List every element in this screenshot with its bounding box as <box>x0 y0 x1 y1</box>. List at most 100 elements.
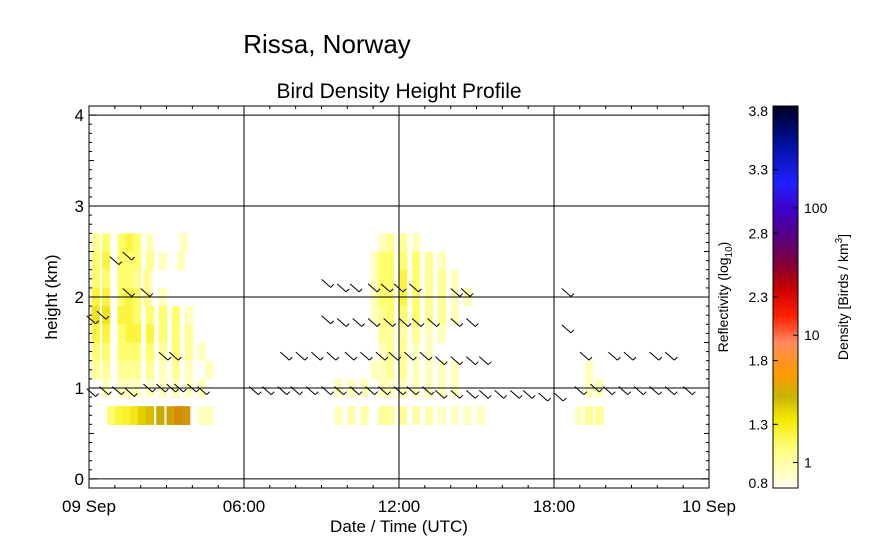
density-cell <box>101 233 111 253</box>
density-cell <box>156 406 165 425</box>
density-cell <box>91 306 100 325</box>
density-cell <box>184 324 193 344</box>
wind-barb <box>404 351 417 361</box>
wind-barb <box>143 383 156 393</box>
density-cell <box>117 360 126 380</box>
wind-barb <box>352 318 366 327</box>
colorbar: 0.8 1.3 1.8 2.3 2.8 3.3 3.8 1 10 100 Reflectivity… <box>715 103 851 491</box>
density-cell <box>386 406 395 425</box>
density-cell <box>132 306 142 325</box>
density-cell <box>166 406 175 425</box>
density-cell <box>450 269 460 289</box>
density-cell <box>114 406 124 425</box>
wind-barb <box>326 351 340 361</box>
wind-barb <box>435 356 448 366</box>
density-cell <box>176 251 186 271</box>
wind-barb <box>187 383 200 393</box>
wind-barb <box>388 351 402 361</box>
wind-barb <box>336 283 350 293</box>
wind-barbs <box>86 251 696 402</box>
wind-barb <box>375 351 389 361</box>
wind-barb <box>367 318 381 327</box>
wind-barb <box>96 310 110 320</box>
wind-barb <box>109 256 123 265</box>
density-cell <box>437 406 447 425</box>
wind-barb <box>553 392 567 402</box>
density-cell <box>145 233 155 253</box>
plot-area: 09 Sep 06:00 12:00 18:00 10 Sep 0 1 2 3 4 <box>62 105 736 516</box>
density-cell <box>145 306 155 325</box>
density-cell <box>437 269 447 289</box>
density-cell <box>117 342 126 362</box>
density-cell <box>574 406 584 425</box>
wind-barb <box>633 386 647 396</box>
density-cell <box>378 360 387 380</box>
density-cell <box>132 324 142 344</box>
density-cell <box>91 324 100 344</box>
wind-barb <box>360 351 373 361</box>
wind-barb <box>422 386 435 396</box>
density-cell <box>117 269 126 289</box>
wind-barb <box>393 386 407 396</box>
wind-barb <box>280 351 293 361</box>
wind-barb <box>608 351 621 361</box>
wind-barb <box>509 389 523 399</box>
density-cell <box>386 360 395 380</box>
wind-barb <box>383 318 397 327</box>
colorbar-left-tick-label: 2.8 <box>749 225 769 241</box>
wind-barb <box>664 386 678 396</box>
density-cell <box>197 342 206 362</box>
density-cell <box>476 406 485 425</box>
density-cell <box>107 406 116 425</box>
density-cell <box>378 269 387 289</box>
wind-barb <box>122 288 136 297</box>
density-cell <box>399 233 408 253</box>
colorbar-right-tick-label: 10 <box>804 327 820 343</box>
wind-barb <box>99 386 112 396</box>
wind-barb <box>249 386 262 396</box>
y-tick-label: 2 <box>75 288 84 307</box>
density-cell <box>450 360 460 380</box>
density-cell <box>378 251 387 271</box>
wind-barb <box>86 315 99 325</box>
density-cell <box>399 360 408 380</box>
x-tick-label: 09 Sep <box>62 497 116 516</box>
density-cell <box>158 306 168 325</box>
wind-barb <box>466 389 479 399</box>
density-cell <box>101 342 111 362</box>
x-axis-label: Date / Time (UTC) <box>330 517 468 536</box>
density-cell <box>386 306 395 325</box>
suptitle: Rissa, Norway <box>243 29 411 59</box>
density-cell <box>411 233 421 253</box>
chart-title: Bird Density Height Profile <box>276 80 521 103</box>
colorbar-right-label: Density [Birds / km3] <box>834 234 851 360</box>
density-cell <box>158 251 168 271</box>
x-tick-label: 10 Sep <box>682 497 736 516</box>
wind-barb <box>494 389 508 399</box>
x-axis-ticks: 09 Sep 06:00 12:00 18:00 10 Sep <box>62 106 736 516</box>
wind-barb <box>602 386 616 396</box>
density-cell <box>386 342 395 362</box>
density-cell <box>91 360 100 380</box>
density-cell <box>117 306 126 325</box>
density-cell <box>411 269 421 289</box>
density-cell <box>101 251 111 271</box>
y-tick-label: 3 <box>75 197 84 216</box>
density-cell <box>174 406 183 425</box>
density-cell <box>125 251 134 271</box>
colorbar-left-tick-label: 2.3 <box>749 289 769 305</box>
wind-barb <box>664 351 678 361</box>
y-axis-label: height (km) <box>42 254 61 339</box>
density-cell <box>399 406 408 425</box>
wind-barb <box>321 386 335 396</box>
density-cell <box>91 342 100 362</box>
density-cell <box>411 360 421 380</box>
colorbar-left-tick-label: 3.8 <box>749 103 769 119</box>
wind-barb <box>349 386 363 396</box>
density-cell <box>370 360 379 380</box>
wind-barb <box>125 388 138 397</box>
colorbar-left-tick-label: 3.3 <box>749 162 769 178</box>
wind-barb <box>290 386 304 396</box>
density-cell <box>386 269 395 289</box>
density-cell <box>399 306 408 325</box>
